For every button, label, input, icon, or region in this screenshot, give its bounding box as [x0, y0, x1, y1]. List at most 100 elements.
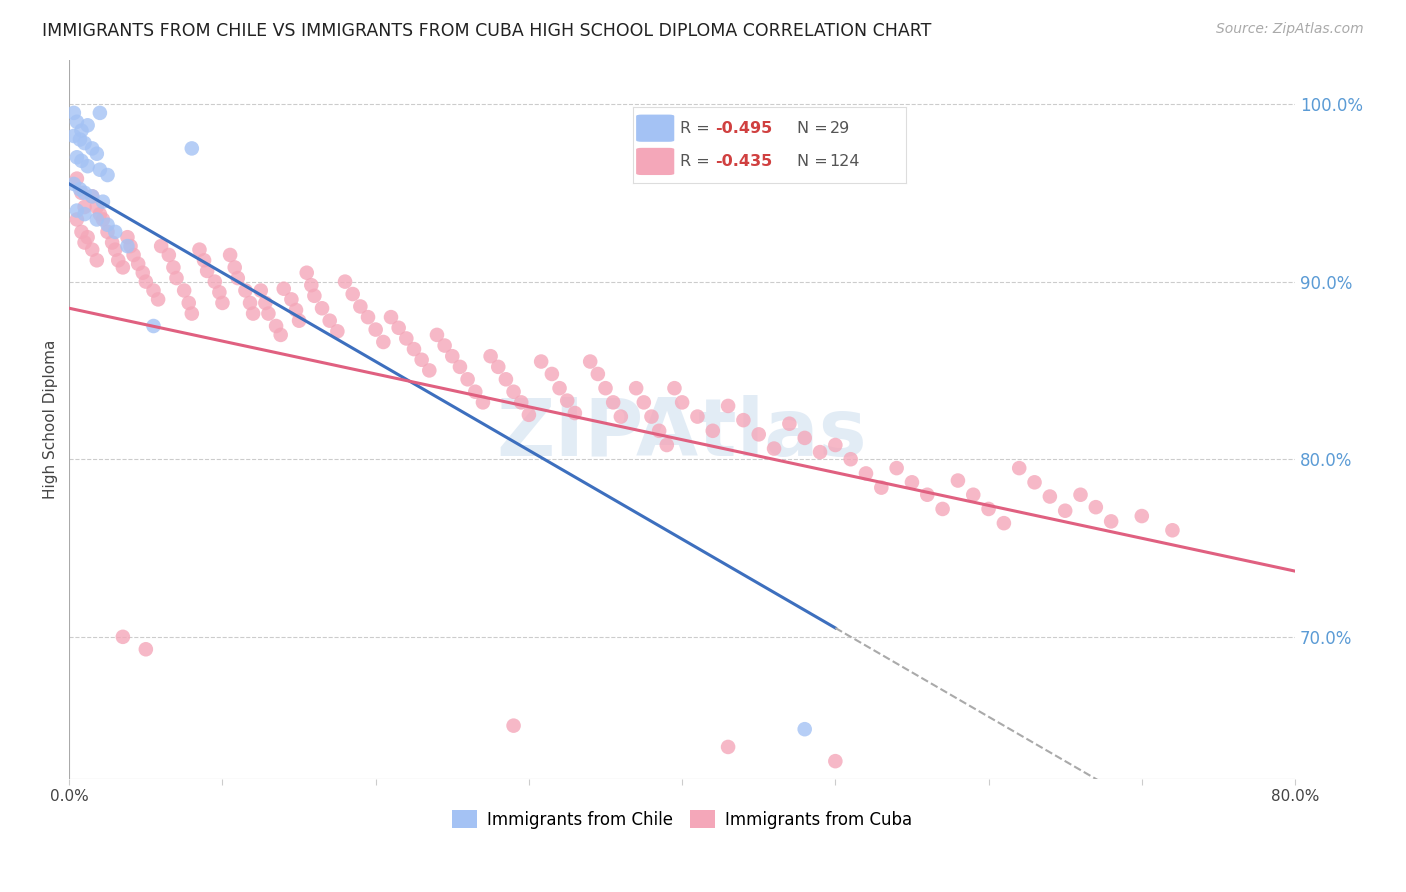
Point — [717, 739, 740, 754]
Point — [96, 168, 118, 182]
Point — [664, 381, 686, 395]
Point — [70, 186, 93, 200]
Point — [73, 186, 96, 200]
Point — [395, 331, 418, 345]
Point — [977, 502, 1000, 516]
Point — [373, 334, 395, 349]
Point — [931, 502, 953, 516]
Point — [273, 282, 295, 296]
Point — [388, 320, 411, 334]
Point — [82, 141, 104, 155]
Point — [180, 307, 202, 321]
Legend: Immigrants from Chile, Immigrants from Cuba: Immigrants from Chile, Immigrants from C… — [446, 804, 918, 835]
Point — [564, 406, 586, 420]
Point — [76, 118, 98, 132]
Point — [471, 395, 494, 409]
Point — [204, 275, 226, 289]
Point — [270, 327, 292, 342]
Point — [195, 264, 218, 278]
Point — [304, 289, 326, 303]
Point — [249, 284, 271, 298]
Point — [993, 516, 1015, 531]
Point — [104, 243, 127, 257]
Point — [1084, 500, 1107, 515]
Point — [457, 372, 479, 386]
Point — [96, 218, 118, 232]
Point — [418, 363, 440, 377]
Point — [610, 409, 633, 424]
Point — [1008, 461, 1031, 475]
Point — [946, 474, 969, 488]
Point — [839, 452, 862, 467]
Point — [135, 275, 157, 289]
Point — [107, 253, 129, 268]
Point — [342, 287, 364, 301]
Point — [166, 271, 188, 285]
Point — [91, 212, 114, 227]
Point — [1069, 488, 1091, 502]
Point — [648, 424, 671, 438]
Point — [208, 285, 231, 300]
Point — [82, 189, 104, 203]
Point — [188, 243, 211, 257]
Point — [326, 324, 349, 338]
Point — [173, 284, 195, 298]
Point — [104, 225, 127, 239]
Point — [808, 445, 831, 459]
Point — [69, 132, 91, 146]
Point — [257, 307, 280, 321]
Point — [127, 257, 149, 271]
Point — [502, 718, 524, 732]
Point — [357, 310, 380, 325]
Point — [486, 359, 509, 374]
Point — [117, 239, 139, 253]
Point — [917, 488, 939, 502]
Point — [333, 275, 356, 289]
Point — [702, 424, 724, 438]
Point — [495, 372, 517, 386]
Point — [69, 182, 91, 196]
Point — [177, 296, 200, 310]
Point — [824, 438, 846, 452]
Point — [63, 128, 86, 143]
Point — [1130, 509, 1153, 524]
Point — [793, 431, 815, 445]
Point — [86, 253, 108, 268]
Point — [633, 395, 655, 409]
Point — [962, 488, 984, 502]
Point — [530, 354, 553, 368]
Point — [73, 207, 96, 221]
Point — [548, 381, 571, 395]
Point — [280, 293, 302, 307]
Point — [870, 481, 893, 495]
Point — [86, 200, 108, 214]
Point — [855, 467, 877, 481]
Point — [748, 427, 770, 442]
Point — [1315, 648, 1337, 662]
Point — [433, 338, 456, 352]
Point — [349, 300, 371, 314]
Point — [479, 349, 502, 363]
Point — [70, 123, 93, 137]
Text: N =: N = — [797, 154, 832, 169]
Point — [411, 352, 433, 367]
Point — [193, 253, 215, 268]
FancyBboxPatch shape — [636, 114, 675, 142]
Point — [73, 200, 96, 214]
Text: R =: R = — [679, 154, 714, 169]
Point — [76, 230, 98, 244]
Point — [295, 266, 318, 280]
Point — [1039, 490, 1062, 504]
Text: -0.435: -0.435 — [716, 154, 772, 169]
Point — [793, 722, 815, 736]
Point — [517, 408, 540, 422]
Point — [602, 395, 624, 409]
Point — [595, 381, 617, 395]
Point — [82, 189, 104, 203]
Point — [111, 630, 134, 644]
Point — [122, 248, 145, 262]
Point — [1054, 504, 1077, 518]
FancyBboxPatch shape — [636, 148, 675, 175]
Point — [226, 271, 249, 285]
Point — [1024, 475, 1046, 490]
